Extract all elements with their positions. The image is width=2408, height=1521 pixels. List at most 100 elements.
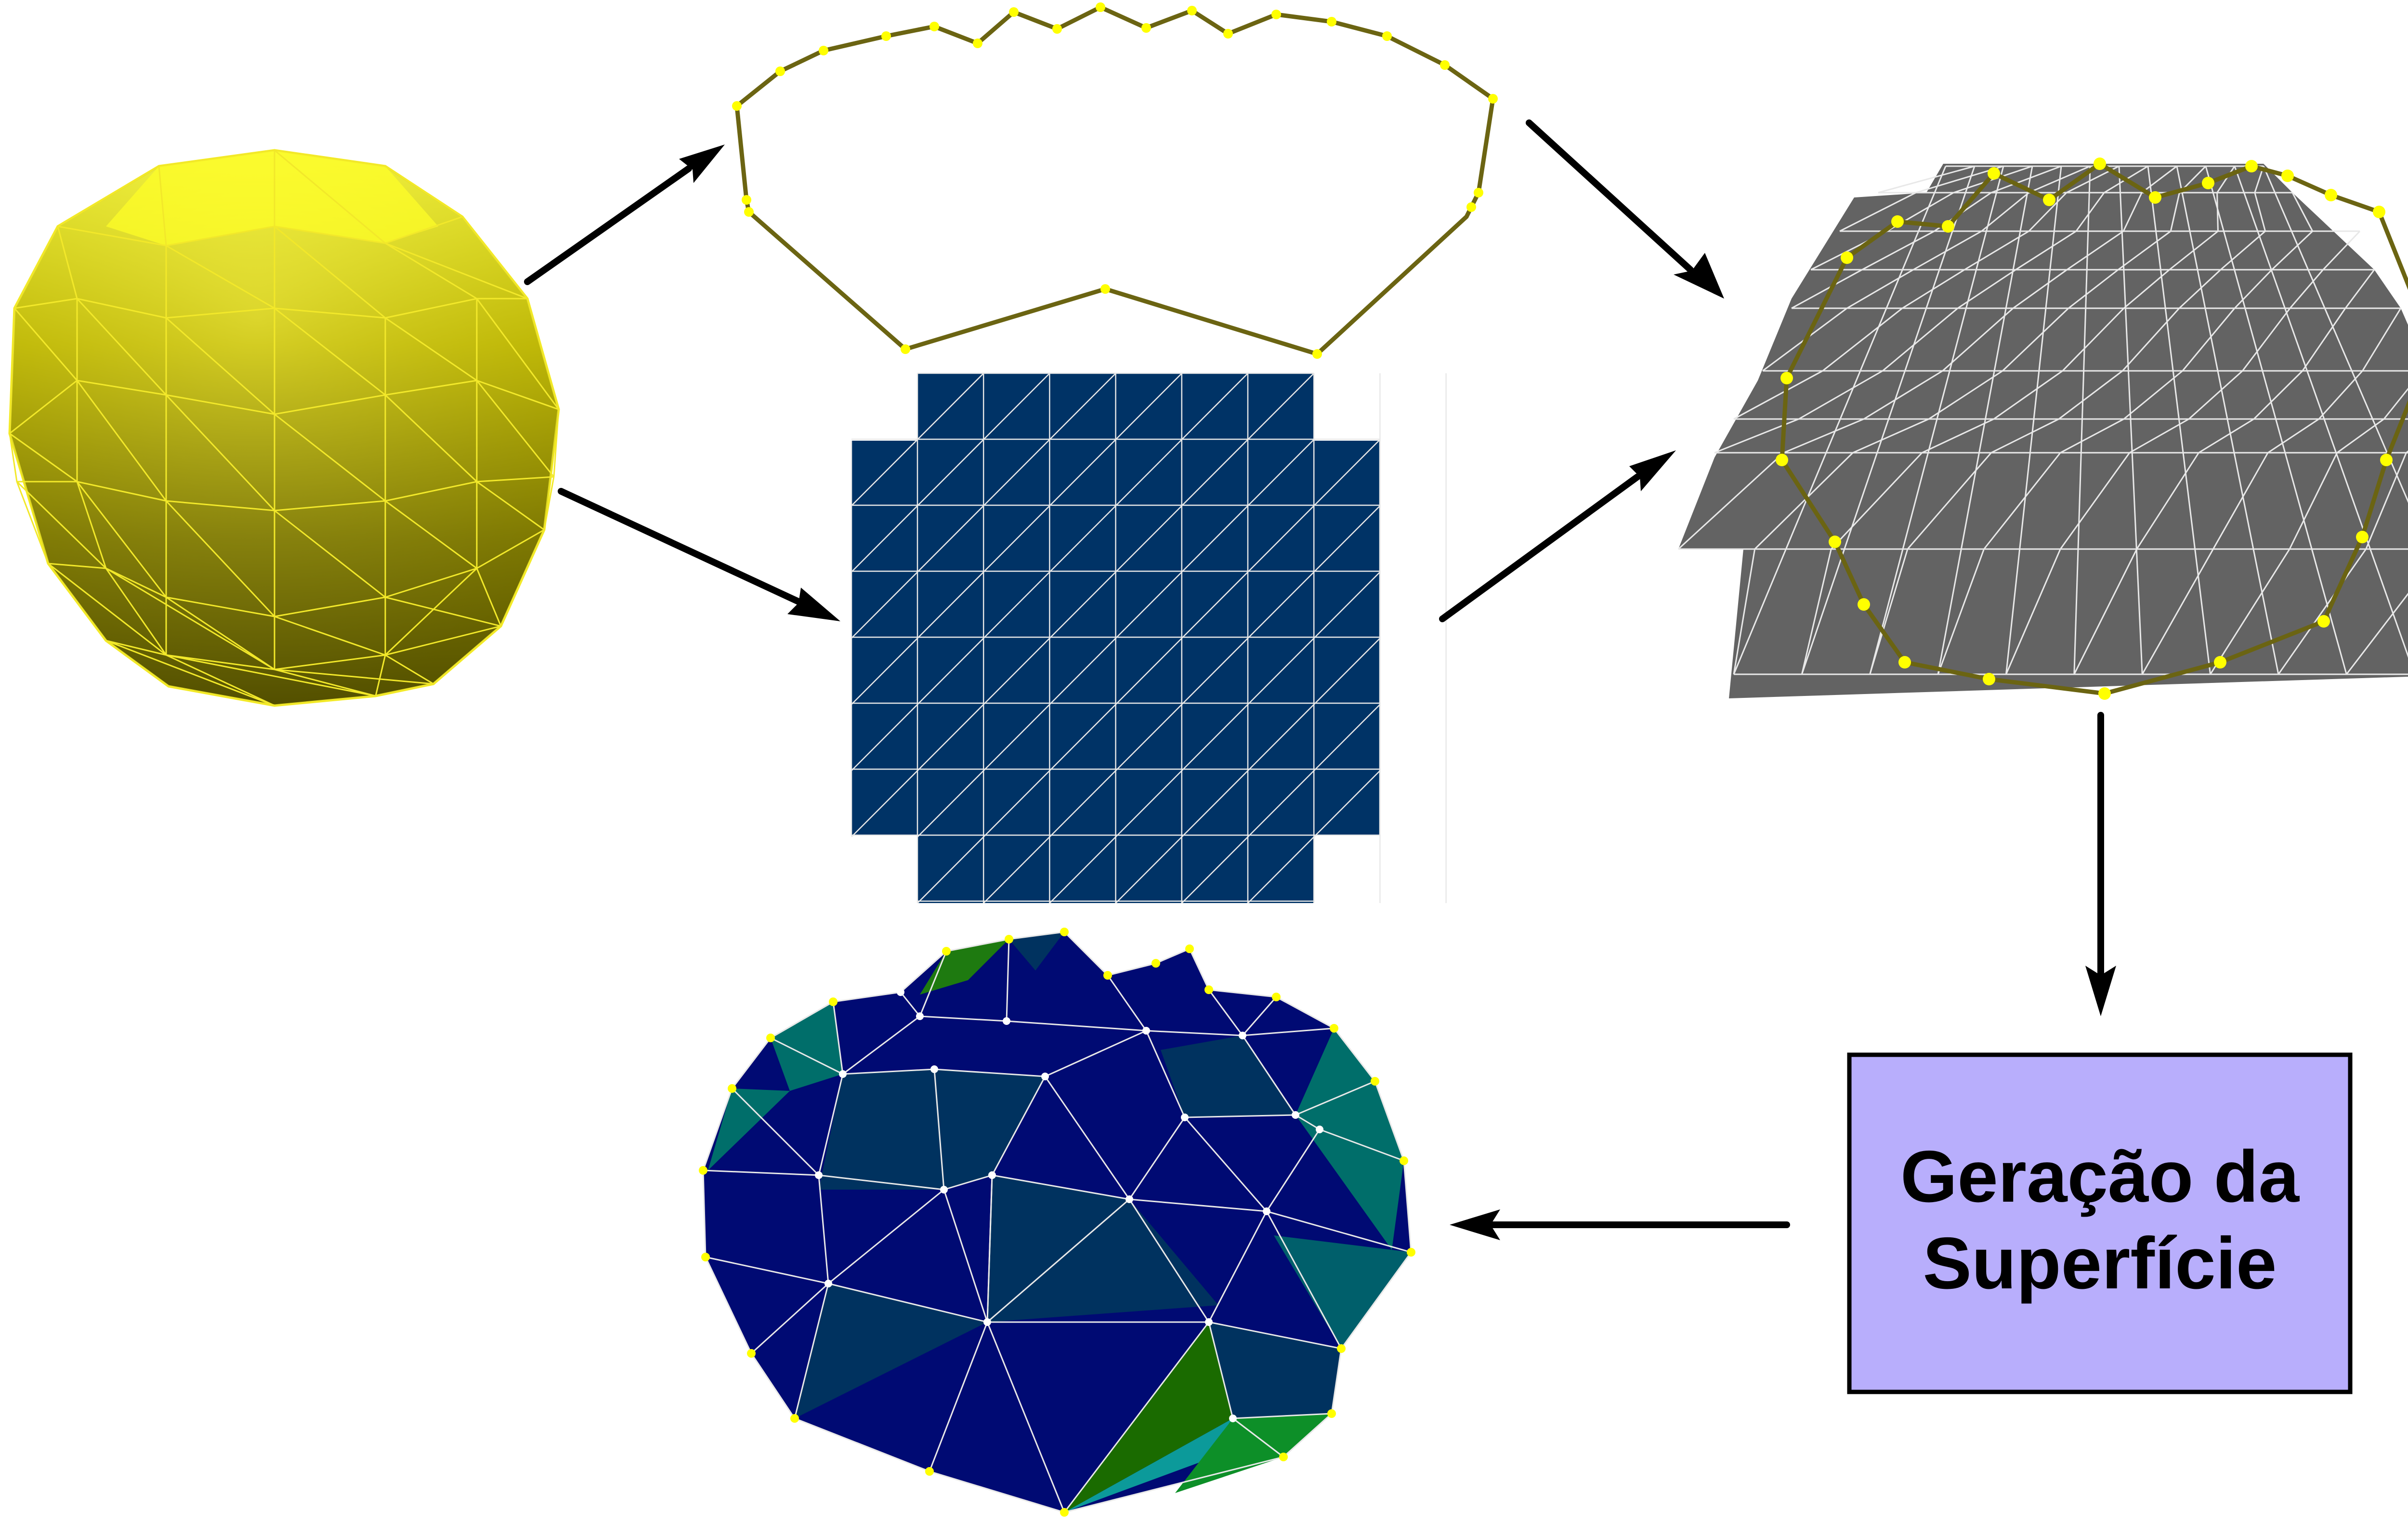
- plane-diagonal: [2291, 192, 2314, 232]
- plane-diagonal: [2028, 165, 2091, 194]
- plane-diagonal: [2277, 549, 2367, 675]
- boundary-vertex: [1371, 1077, 1379, 1086]
- plane-diagonal: [2122, 307, 2180, 372]
- grid-diagonal: [983, 638, 1050, 705]
- plane-diagonal: [2212, 452, 2269, 550]
- surface-edge: [1184, 1117, 1268, 1212]
- control-point: [1829, 536, 1841, 548]
- interior-vertex: [839, 1070, 847, 1078]
- plane-diagonal: [2178, 269, 2221, 309]
- control-point: [1440, 60, 1450, 70]
- surface-edge: [1242, 997, 1277, 1036]
- control-point: [775, 66, 785, 76]
- surface-edge: [1333, 1028, 1376, 1082]
- surface-edge: [1208, 1322, 1234, 1419]
- control-point: [2356, 531, 2369, 543]
- boundary-vertex: [1152, 959, 1160, 968]
- sphere-edge: [77, 481, 167, 502]
- sphere-edge: [166, 394, 275, 415]
- interior-vertex: [916, 1012, 924, 1020]
- sphere-edge: [13, 308, 78, 381]
- grid-diagonal: [1247, 571, 1315, 639]
- plane-edge: [2147, 166, 2212, 675]
- sphere-edge: [274, 149, 386, 167]
- surface-edge: [731, 1037, 772, 1089]
- surface-edge: [929, 1470, 1065, 1513]
- sphere-edge: [76, 298, 167, 396]
- boundary-vertex: [942, 947, 951, 956]
- plane-diagonal: [1907, 452, 1992, 550]
- plane-edge: [1937, 166, 2033, 675]
- control-point: [973, 39, 982, 48]
- grid-diagonal: [1181, 373, 1249, 440]
- surface-edge: [832, 1001, 844, 1075]
- sphere-edge: [274, 596, 386, 617]
- plane-diagonal: [2013, 269, 2068, 309]
- grid-diagonal: [1115, 836, 1182, 904]
- surface-edge: [992, 1174, 1130, 1200]
- surface-edge: [702, 1088, 733, 1171]
- plane-diagonal: [2198, 418, 2254, 454]
- plane-diagonal: [2302, 308, 2346, 371]
- grid-diagonal: [983, 373, 1050, 440]
- grid-diagonal: [917, 373, 984, 440]
- grid-diagonal: [1313, 770, 1381, 838]
- surface-edge: [1242, 1027, 1335, 1036]
- plane-edge: [2263, 166, 2408, 503]
- sphere-edge: [274, 669, 376, 697]
- grid-diagonal: [1115, 638, 1182, 705]
- plane-diagonal: [1839, 192, 1916, 232]
- plane-diagonal: [2234, 269, 2273, 309]
- sphere-edge: [165, 500, 275, 617]
- interior-vertex: [1229, 1415, 1237, 1422]
- sphere-edge: [476, 380, 559, 410]
- plane-diagonal: [2365, 452, 2407, 550]
- surface-edge: [1276, 996, 1335, 1029]
- grid-diagonal: [917, 638, 984, 705]
- sphere-edge: [274, 669, 434, 685]
- surface-edge: [770, 1001, 834, 1039]
- interior-vertex: [988, 1171, 996, 1179]
- grid-diagonal: [983, 571, 1050, 639]
- plane-diagonal: [2216, 192, 2219, 232]
- sphere-edge: [476, 380, 555, 477]
- grid-diagonal: [917, 704, 984, 771]
- grid-diagonal: [983, 770, 1050, 838]
- sphere-edge: [385, 567, 477, 598]
- grid-diagonal: [1313, 439, 1381, 506]
- control-point: [1312, 349, 1322, 359]
- plane-diagonal: [2123, 269, 2170, 309]
- plane-diagonal: [2002, 307, 2069, 372]
- control-point: [1327, 17, 1336, 26]
- boundary-vertex: [701, 1253, 710, 1261]
- surface-edge: [1145, 1030, 1186, 1118]
- grid-diagonal: [1181, 770, 1249, 838]
- sphere-edge: [526, 298, 560, 410]
- grid-diagonal: [1049, 836, 1116, 904]
- plane-diagonal: [1754, 452, 1854, 550]
- surface-edge: [1319, 1128, 1404, 1162]
- sphere-edge: [166, 596, 275, 670]
- plane-diagonal: [2015, 230, 2077, 271]
- surface-edge: [1008, 931, 1065, 940]
- grid-diagonal: [1181, 571, 1249, 639]
- control-point: [2149, 191, 2161, 204]
- surface-edge: [1283, 1413, 1333, 1458]
- control-point: [1858, 598, 1870, 611]
- plane-diagonal: [1983, 452, 2061, 550]
- grid-diagonal: [1247, 638, 1315, 705]
- surface-edge: [1129, 1198, 1267, 1212]
- sphere-edge: [57, 226, 78, 299]
- grid-diagonal: [1115, 505, 1182, 573]
- grid-diagonal: [1049, 373, 1116, 440]
- control-point: [1009, 7, 1019, 17]
- plane-diagonal: [2123, 370, 2183, 420]
- surface-edge: [1006, 1020, 1147, 1032]
- plane-diagonal: [1912, 230, 1982, 271]
- plane-edge: [2118, 166, 2143, 675]
- surface-edge: [1331, 1348, 1342, 1414]
- control-point: [2098, 687, 2111, 700]
- surface-edge: [1063, 1322, 1210, 1513]
- surface-edge: [900, 950, 947, 993]
- sphere-edge: [476, 298, 560, 410]
